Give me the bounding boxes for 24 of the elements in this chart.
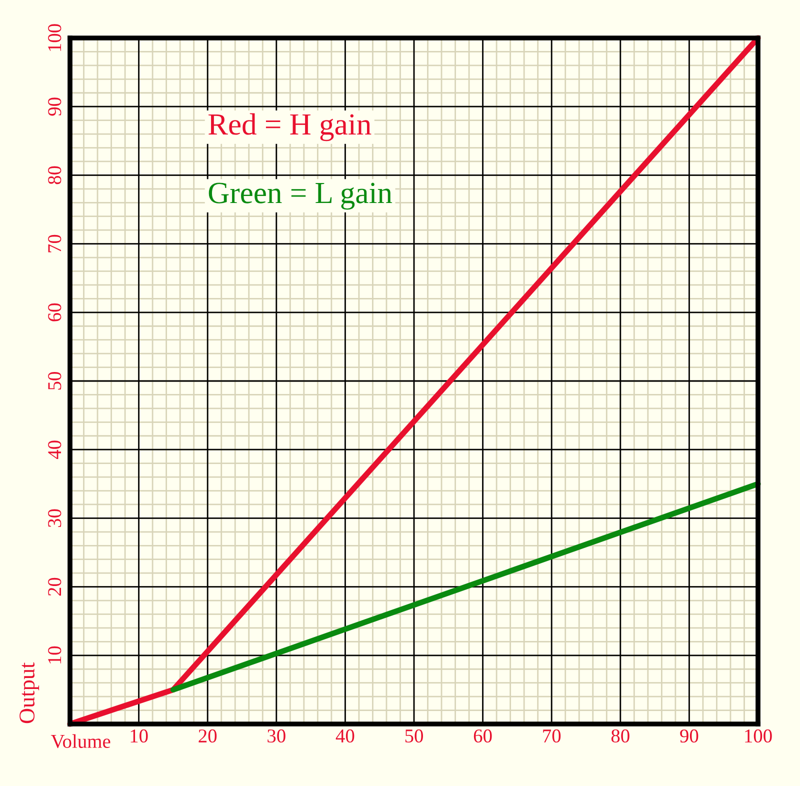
y-tick-label: 60 [48,303,62,322]
y-tick-label: 50 [48,372,62,390]
x-axis-title: Volume [50,734,110,748]
x-tick-label: 10 [130,729,148,743]
y-tick-label: 80 [48,166,62,184]
x-tick-label: 50 [405,729,423,743]
annotation: Red = H gain [208,113,372,142]
x-tick-label: 30 [268,729,286,743]
y-tick-label: 100 [48,24,62,51]
x-tick-label: 100 [745,729,772,743]
y-tick-label: 10 [48,646,62,664]
annotation: Green = L gain [208,182,392,210]
y-tick-label: 90 [48,98,62,116]
x-tick-label: 20 [198,729,217,743]
y-tick-label: 70 [48,234,62,252]
y-tick-label: 20 [48,578,62,596]
x-tick-label: 80 [611,729,630,743]
x-tick-label: 60 [474,729,492,743]
y-tick-label: 40 [48,440,62,459]
x-tick-label: 90 [680,729,698,743]
x-tick-label: 70 [543,729,561,743]
y-tick-label: 30 [48,509,62,527]
y-axis-title: Output [20,662,40,724]
x-tick-label: 40 [336,729,354,743]
